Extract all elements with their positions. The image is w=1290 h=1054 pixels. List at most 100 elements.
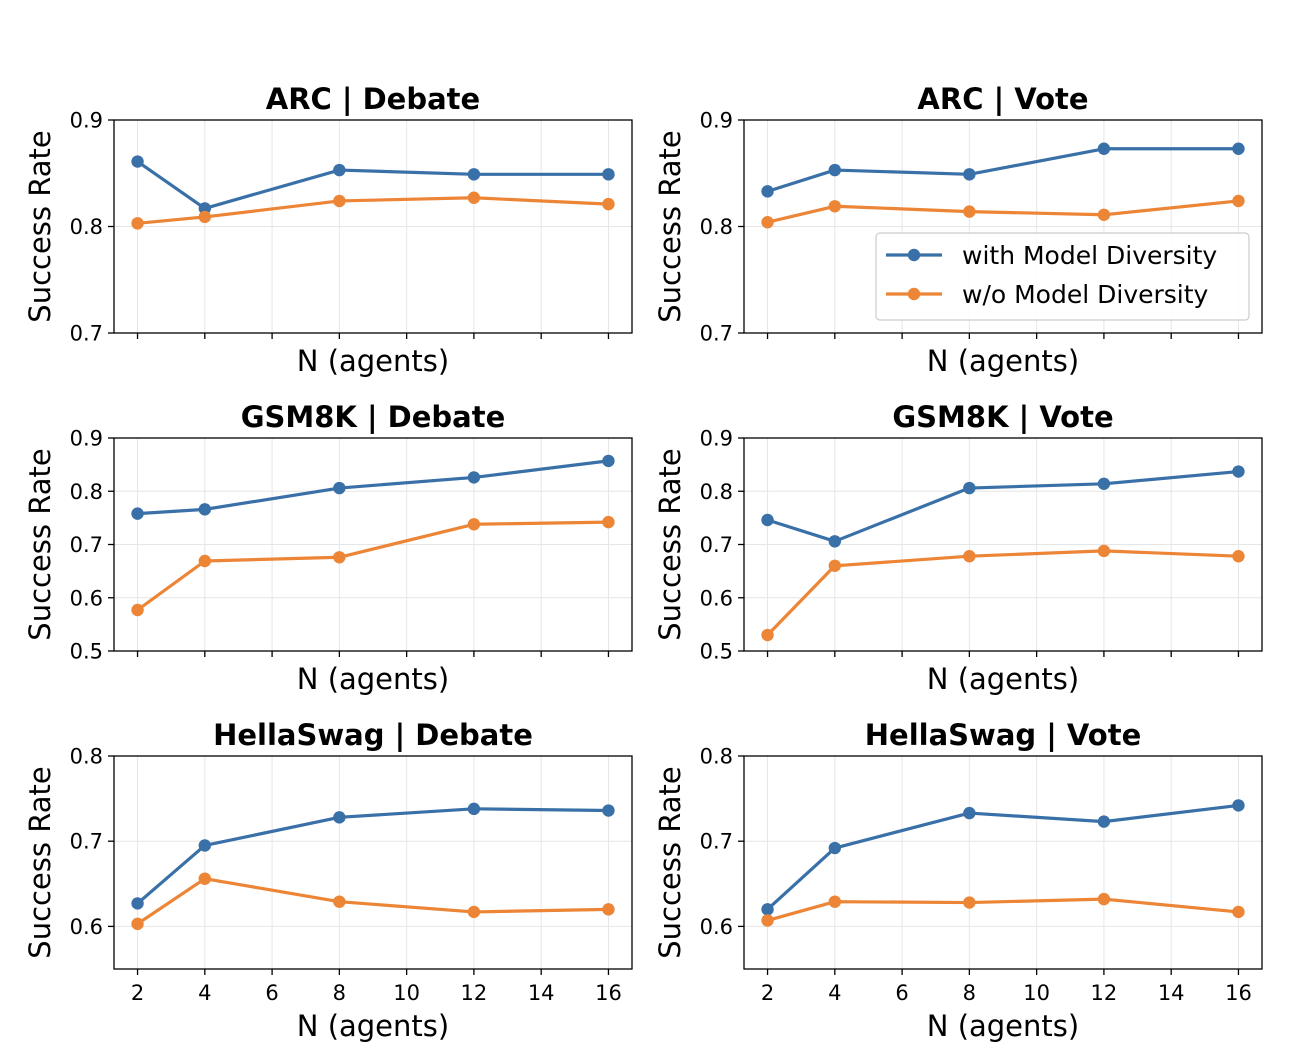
chart-panel: 0.7 0.8 0.9 ARC | Debate N (agents) Success R… (23, 82, 633, 378)
y-tick-label: 0.9 (700, 109, 733, 133)
legend-box (875, 232, 1250, 321)
data-point (131, 507, 144, 520)
y-tick-label: 0.6 (700, 915, 733, 939)
legend-label: with Model Diversity (962, 241, 1217, 270)
panel-title: ARC | Vote (917, 82, 1088, 116)
legend-swatch-marker (907, 248, 921, 262)
y-tick-label: 0.9 (70, 427, 103, 451)
data-point (963, 896, 976, 909)
y-tick-label: 0.8 (70, 745, 103, 769)
y-tick-label: 0.8 (700, 215, 733, 239)
data-point (761, 216, 774, 229)
x-tick-label: 6 (895, 981, 908, 1005)
panel-title: HellaSwag | Debate (213, 718, 533, 752)
legend-label: w/o Model Diversity (962, 280, 1209, 309)
data-point (333, 163, 346, 177)
data-point (1097, 892, 1111, 906)
x-tick-label: 14 (528, 981, 555, 1005)
y-tick-label: 0.6 (70, 915, 103, 939)
y-tick-label: 0.7 (700, 322, 733, 346)
x-tick-label: 12 (461, 981, 488, 1005)
data-point (198, 872, 212, 885)
x-tick-label: 2 (761, 981, 774, 1005)
data-point (963, 481, 976, 495)
x-tick-label: 8 (963, 981, 976, 1005)
data-point (1097, 477, 1111, 490)
data-point (131, 917, 144, 931)
data-point (828, 895, 842, 908)
y-tick-label: 0.6 (700, 586, 733, 610)
plot-frame (743, 755, 1263, 970)
y-axis-label: Success Rate (23, 766, 57, 958)
y-axis-label: Success Rate (653, 766, 687, 958)
x-tick-label: 14 (1158, 981, 1185, 1005)
series-line (135, 877, 611, 926)
data-point (761, 914, 774, 927)
data-point (131, 603, 144, 617)
x-tick-label: 16 (1225, 981, 1252, 1005)
data-point (467, 471, 481, 484)
data-point (333, 481, 346, 495)
chart-panel: 2 4 6 8 10 12 14 16 0.6 0.7 0.8 HellaSwag | Debate N… (23, 718, 633, 1043)
legend-swatch-marker (907, 287, 921, 301)
data-point (963, 806, 976, 820)
data-point (602, 515, 615, 529)
y-tick-label: 0.5 (700, 640, 733, 664)
data-point (602, 168, 615, 181)
y-tick-label: 0.7 (70, 322, 103, 346)
data-point (333, 811, 346, 824)
y-tick-label: 0.7 (700, 533, 733, 557)
x-axis-label: N (agents) (297, 662, 449, 696)
y-axis-label: Success Rate (23, 448, 57, 640)
chart-panel: 0.5 0.6 0.7 0.8 0.9 GSM8K | Vote N (agents) Suc… (653, 400, 1263, 696)
data-point (467, 802, 481, 816)
data-point (131, 155, 144, 168)
legend: with Model Diversity w/o Model Diversity (875, 232, 1250, 321)
data-point (602, 903, 615, 916)
series-line (765, 469, 1241, 543)
data-point (198, 503, 212, 516)
data-point (828, 559, 842, 572)
y-tick-label: 0.6 (70, 586, 103, 610)
y-axis-label: Success Rate (653, 448, 687, 640)
data-point (467, 905, 481, 919)
data-point (333, 551, 346, 564)
data-point (1232, 142, 1245, 155)
y-tick-label: 0.9 (70, 109, 103, 133)
x-tick-label: 4 (198, 981, 211, 1005)
data-point (131, 217, 144, 230)
y-tick-label: 0.5 (70, 640, 103, 664)
data-point (761, 628, 774, 642)
data-point (828, 841, 842, 855)
data-point (198, 839, 212, 852)
data-point (761, 903, 774, 916)
data-point (467, 518, 481, 531)
data-point (1097, 208, 1111, 221)
y-tick-label: 0.7 (70, 830, 103, 854)
data-point (1232, 799, 1245, 812)
x-axis-label: N (agents) (297, 344, 449, 378)
chart-panel: 2 4 6 8 10 12 14 16 0.6 0.7 0.8 HellaSwag | Vote N (… (653, 718, 1263, 1043)
y-axis-label: Success Rate (653, 130, 687, 322)
panel-title: ARC | Debate (266, 82, 480, 116)
data-point (963, 550, 976, 563)
x-tick-label: 8 (333, 981, 346, 1005)
data-point (1097, 815, 1111, 828)
x-tick-label: 12 (1091, 981, 1118, 1005)
x-tick-label: 10 (393, 981, 420, 1005)
x-tick-label: 10 (1023, 981, 1050, 1005)
data-point (467, 191, 481, 204)
y-tick-label: 0.8 (70, 480, 103, 504)
data-point (1232, 905, 1245, 919)
data-point (198, 554, 212, 568)
data-point (1097, 544, 1111, 558)
data-point (602, 454, 615, 468)
panel-title: GSM8K | Vote (892, 400, 1113, 434)
y-tick-label: 0.7 (700, 830, 733, 854)
y-tick-label: 0.8 (700, 745, 733, 769)
data-point (963, 205, 976, 218)
data-point (1232, 194, 1245, 208)
data-point (1232, 465, 1245, 478)
data-point (828, 163, 842, 177)
